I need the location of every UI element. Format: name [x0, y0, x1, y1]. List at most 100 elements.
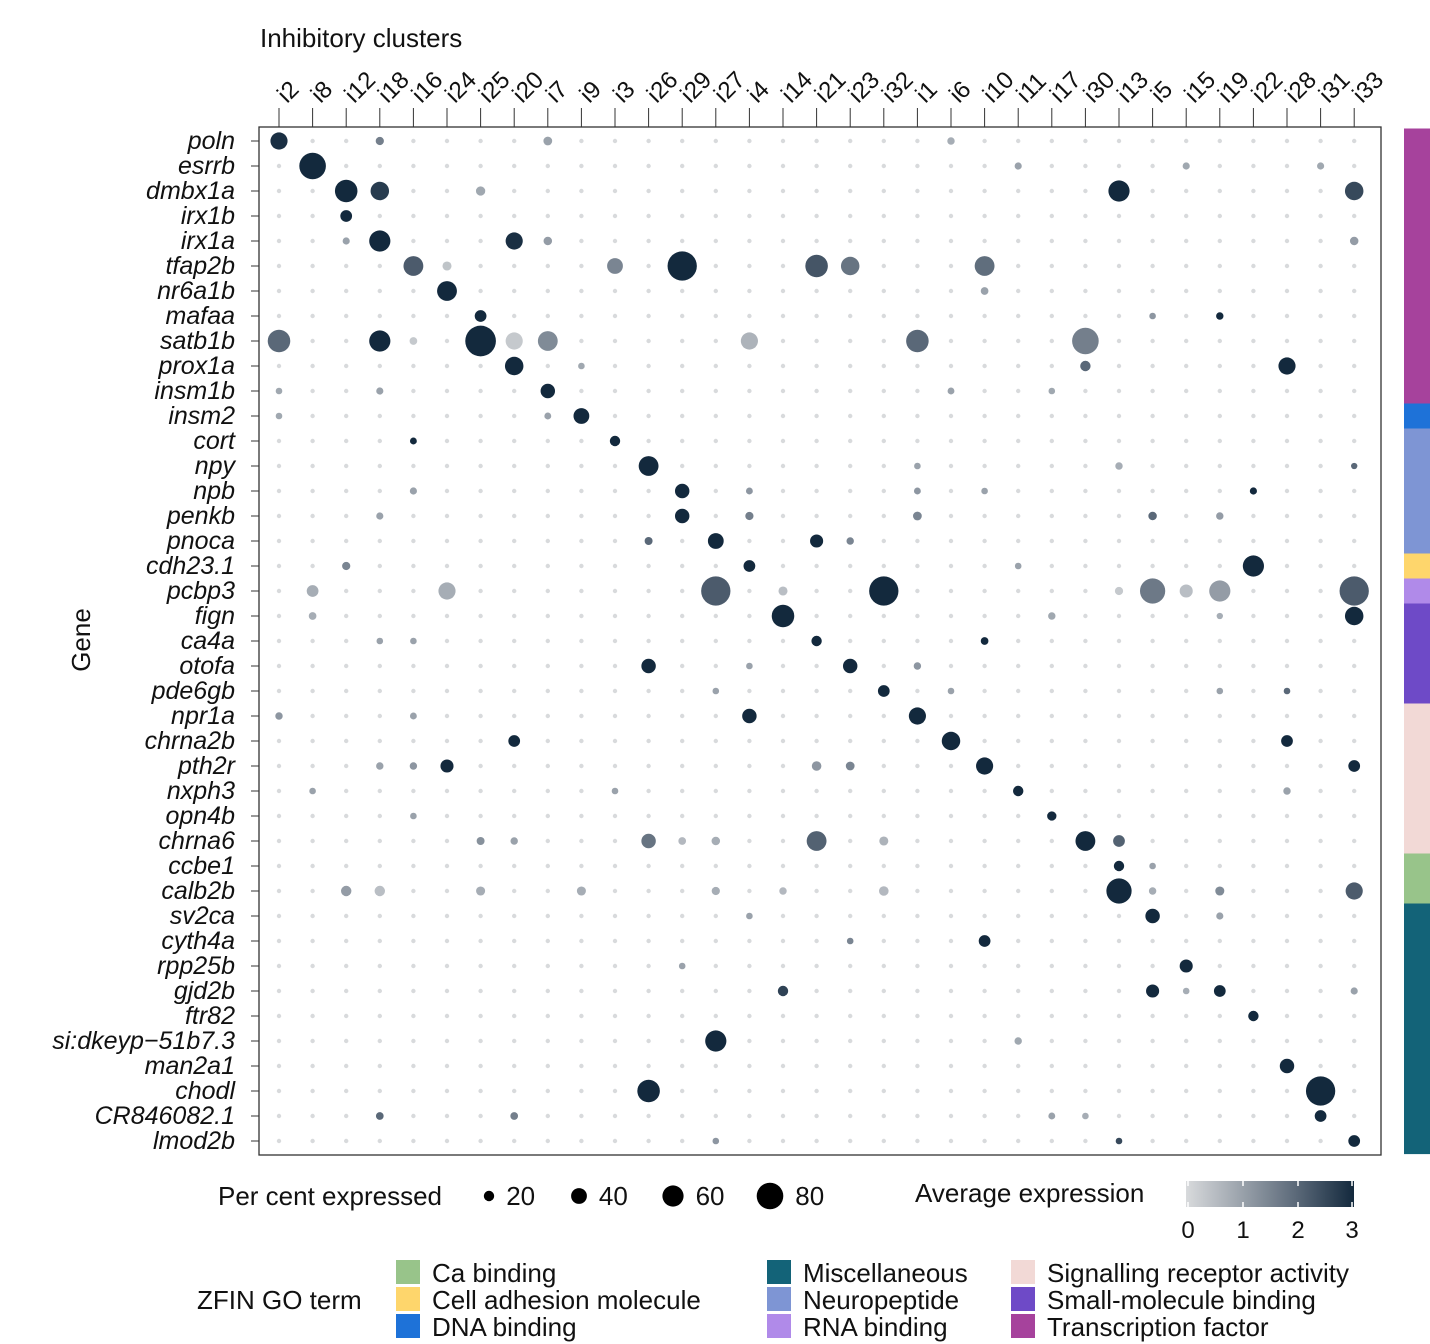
background-dot: [646, 438, 651, 444]
size-legend-label: 80: [795, 1181, 824, 1211]
expression-dot: [712, 1137, 720, 1145]
background-dot: [1049, 463, 1055, 469]
background-dot: [646, 488, 651, 494]
background-dot: [1284, 913, 1290, 919]
background-dot: [915, 213, 920, 219]
expression-dot: [1283, 687, 1291, 695]
go-strip-cell: [1404, 653, 1430, 680]
background-dot: [276, 438, 282, 444]
background-dot: [545, 488, 551, 494]
background-dot: [276, 638, 282, 644]
background-dot: [1217, 188, 1223, 194]
background-dot: [276, 263, 282, 269]
background-dot: [612, 313, 618, 319]
background-dot: [343, 588, 349, 594]
expression-dot: [374, 885, 385, 897]
background-dot: [713, 338, 719, 344]
background-dot: [915, 388, 920, 394]
background-dot: [310, 988, 315, 994]
background-dot: [276, 813, 282, 819]
background-dot: [545, 713, 551, 719]
background-dot: [982, 413, 987, 419]
background-dot: [478, 588, 483, 594]
go-strip-cell: [1404, 203, 1430, 230]
background-dot: [411, 738, 416, 744]
background-dot: [847, 163, 853, 169]
background-dot: [545, 313, 551, 319]
expression-dot: [638, 456, 659, 476]
background-dot: [1083, 1013, 1088, 1019]
background-dot: [612, 1113, 618, 1119]
background-dot: [1116, 688, 1122, 694]
background-dot: [343, 638, 349, 644]
background-dot: [1217, 138, 1223, 144]
background-dot: [1083, 988, 1088, 994]
background-dot: [1049, 738, 1055, 744]
background-dot: [982, 663, 987, 669]
background-dot: [713, 188, 719, 194]
background-dot: [679, 813, 685, 819]
gene-label: insm2: [168, 402, 235, 430]
expression-dots: [267, 132, 1369, 1147]
expression-dot: [869, 576, 899, 606]
background-dot: [1217, 438, 1223, 444]
cluster-label: i33: [1347, 67, 1389, 109]
background-dot: [747, 1013, 752, 1019]
background-dot: [612, 963, 618, 969]
background-dot: [1183, 288, 1189, 294]
background-dot: [1083, 438, 1088, 444]
background-dot: [679, 188, 685, 194]
expression-dot: [442, 261, 452, 271]
color-legend-ticks: 0 1 2 3: [1181, 1181, 1359, 1244]
gene-label: gjd2b: [174, 977, 235, 1005]
expression-dot: [947, 687, 955, 695]
background-dot: [1083, 238, 1088, 244]
background-dot: [847, 1013, 853, 1019]
background-dot: [1284, 338, 1290, 344]
expression-dot: [974, 256, 995, 276]
background-dot: [814, 438, 819, 444]
background-dot: [1015, 1138, 1021, 1144]
expression-dot: [1145, 908, 1160, 924]
background-dot: [1015, 1013, 1021, 1019]
background-dot: [1251, 788, 1256, 794]
background-dot: [377, 488, 383, 494]
background-dot: [1049, 513, 1055, 519]
background-dot: [915, 888, 920, 894]
background-dot: [377, 438, 383, 444]
background-dot: [1351, 813, 1357, 819]
background-dot: [679, 313, 685, 319]
background-dot: [545, 913, 551, 919]
background-dot: [1284, 438, 1290, 444]
background-dot: [1015, 838, 1021, 844]
background-dot: [343, 438, 349, 444]
background-dot: [511, 813, 517, 819]
background-dot: [1183, 738, 1189, 744]
background-dot: [511, 213, 517, 219]
background-dot: [1083, 563, 1088, 569]
expression-dot: [779, 887, 787, 895]
expression-dot: [806, 831, 827, 851]
gene-label: poln: [187, 127, 235, 155]
background-dot: [679, 163, 685, 169]
background-dot: [1351, 788, 1357, 794]
background-dot: [1049, 163, 1055, 169]
background-dot: [1318, 888, 1323, 894]
background-dot: [1351, 338, 1357, 344]
background-dots: [276, 138, 1357, 1144]
background-dot: [377, 213, 383, 219]
background-dot: [343, 138, 349, 144]
background-dot: [847, 738, 853, 744]
background-dot: [411, 563, 416, 569]
background-dot: [847, 388, 853, 394]
background-dot: [1251, 188, 1256, 194]
background-dot: [478, 563, 483, 569]
background-dot: [713, 788, 719, 794]
background-dot: [343, 938, 349, 944]
background-dot: [377, 813, 383, 819]
expression-dot: [1047, 811, 1057, 821]
background-dot: [612, 638, 618, 644]
background-dot: [545, 1038, 551, 1044]
background-dot: [747, 263, 752, 269]
expression-dot: [1072, 327, 1099, 355]
